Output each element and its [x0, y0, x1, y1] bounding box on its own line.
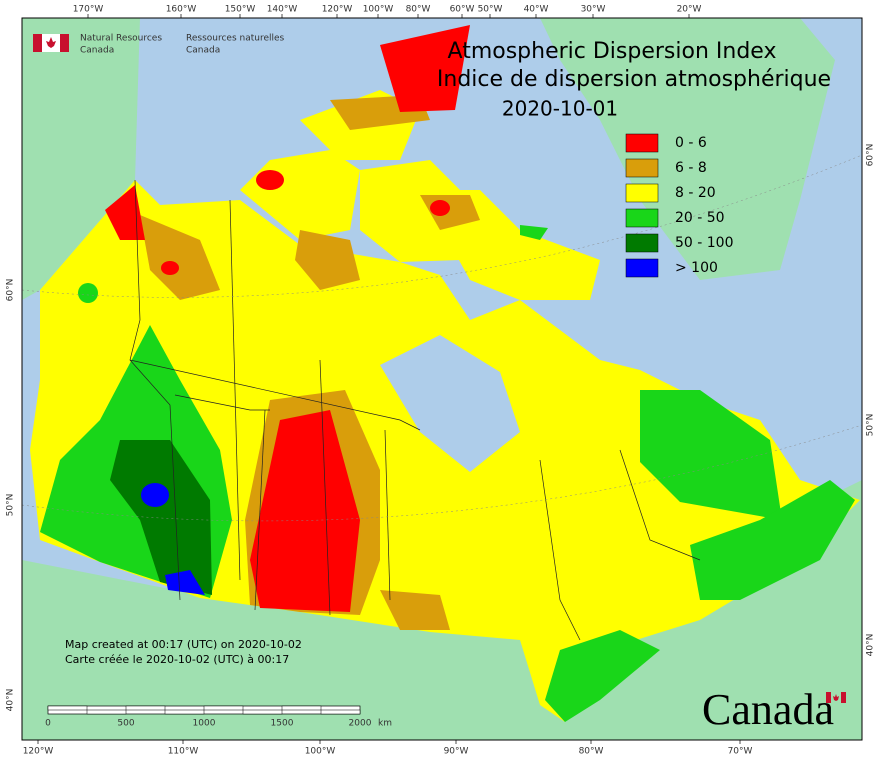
- scale-segment: [320, 709, 361, 715]
- latitude-label: 50°N: [6, 494, 16, 517]
- legend-label: 20 - 50: [675, 210, 725, 226]
- longitude-label: 90°W: [444, 747, 469, 757]
- wordmark: Canada: [702, 685, 834, 734]
- longitude-label: 100°W: [363, 5, 394, 15]
- legend-swatch: [625, 258, 659, 278]
- legend-swatch: [625, 183, 659, 203]
- latitude-label: 60°N: [866, 144, 876, 167]
- legend-label: 0 - 6: [675, 135, 707, 151]
- legend-swatch: [625, 133, 659, 153]
- longitude-label: 110°W: [168, 747, 199, 757]
- map-body: [22, 18, 862, 740]
- date: 2020-10-01: [502, 97, 618, 121]
- logo-text: Natural Resources: [80, 34, 162, 44]
- latitude-label: 40°N: [6, 689, 16, 712]
- longitude-label: 170°W: [73, 5, 104, 15]
- logo-text: Canada: [186, 46, 220, 56]
- longitude-label: 40°W: [524, 5, 549, 15]
- legend-label: 8 - 20: [675, 185, 716, 201]
- note: Map created at 00:17 (UTC) on 2020-10-02: [65, 638, 302, 651]
- legend-label: 50 - 100: [675, 235, 734, 251]
- scale-segment: [164, 709, 205, 715]
- legend-swatch: [625, 233, 659, 253]
- scale-label: 1500: [271, 719, 294, 729]
- latitude-label: 50°N: [866, 414, 876, 437]
- scale-segment: [47, 705, 88, 711]
- scale-label: 1000: [193, 719, 216, 729]
- longitude-label: 120°W: [322, 5, 353, 15]
- wordmark-flag: [826, 692, 846, 703]
- longitude-label: 160°W: [166, 5, 197, 15]
- legend-label: > 100: [675, 260, 718, 276]
- longitude-label: 140°W: [267, 5, 298, 15]
- logo-text: Canada: [80, 46, 114, 56]
- scale-segment: [281, 705, 322, 711]
- scale-segment: [203, 705, 244, 711]
- longitude-label: 60°W: [450, 5, 475, 15]
- legend-label: 6 - 8: [675, 160, 707, 176]
- scale-unit: km: [378, 719, 392, 729]
- logo: [33, 34, 69, 52]
- scale-segment: [125, 705, 166, 711]
- legend-swatch: [625, 158, 659, 178]
- longitude-label: 50°W: [478, 5, 503, 15]
- latitude-label: 60°N: [6, 279, 16, 302]
- scale-label: 0: [45, 719, 51, 729]
- longitude-label: 30°W: [581, 5, 606, 15]
- title: Indice de dispersion atmosphérique: [437, 67, 831, 92]
- longitude-label: 80°W: [406, 5, 431, 15]
- longitude-label: 20°W: [677, 5, 702, 15]
- longitude-label: 100°W: [305, 747, 336, 757]
- title: Atmospheric Dispersion Index: [448, 39, 777, 64]
- longitude-label: 150°W: [225, 5, 256, 15]
- legend-swatch: [625, 208, 659, 228]
- scale-label: 2000: [349, 719, 372, 729]
- logo-text: Ressources naturelles: [186, 34, 285, 44]
- latitude-label: 40°N: [866, 634, 876, 657]
- longitude-label: 80°W: [579, 747, 604, 757]
- scale-segment: [86, 709, 127, 715]
- scale-label: 500: [117, 719, 134, 729]
- longitude-label: 120°W: [23, 747, 54, 757]
- longitude-label: 70°W: [728, 747, 753, 757]
- scale-segment: [242, 709, 283, 715]
- note: Carte créée le 2020-10-02 (UTC) à 00:17: [65, 653, 289, 666]
